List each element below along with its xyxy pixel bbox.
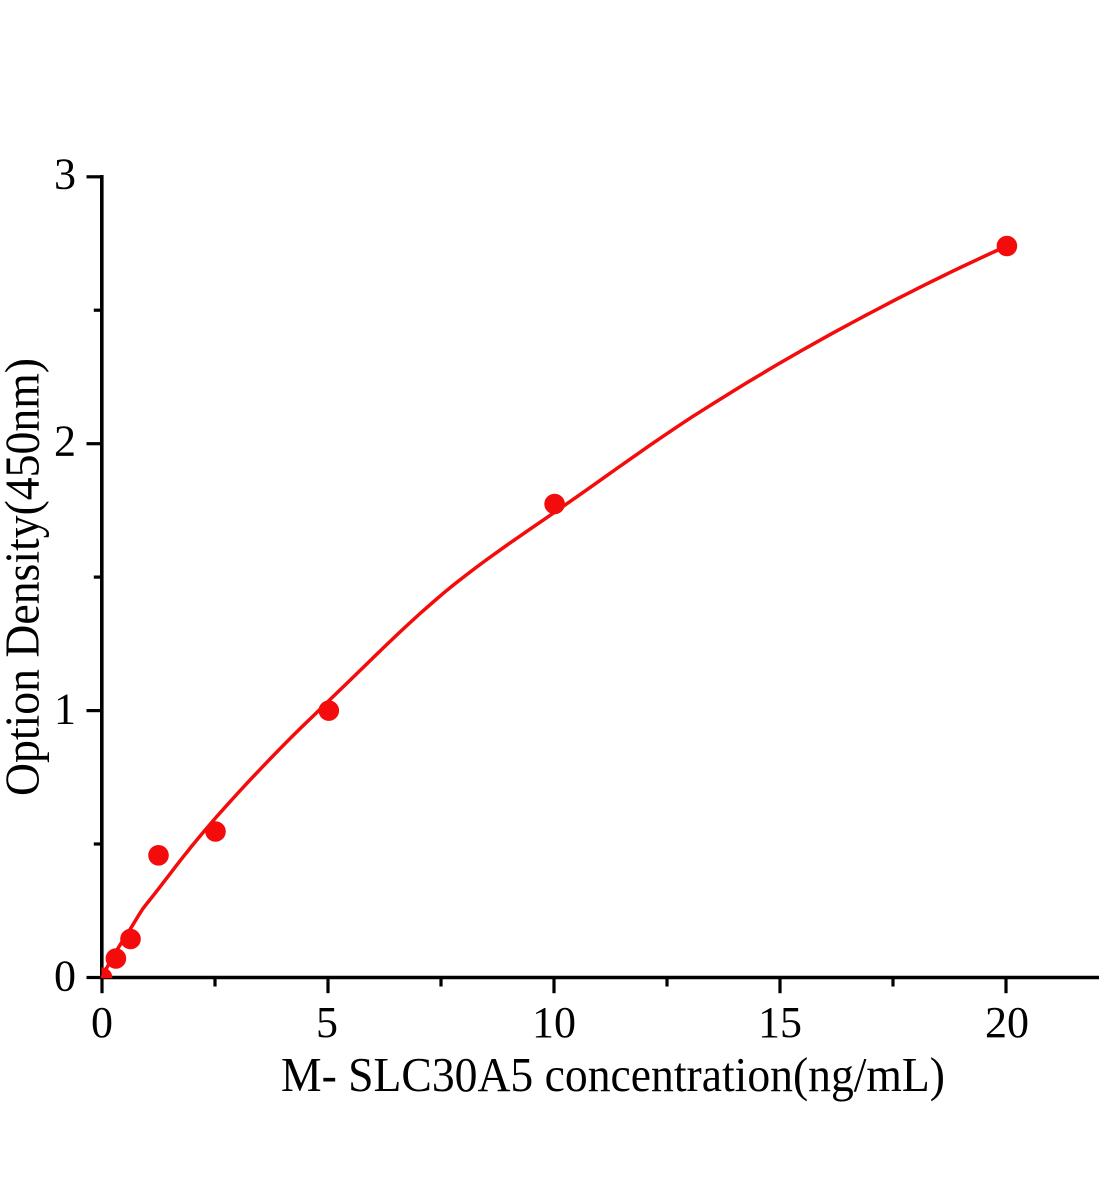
svg-text:3: 3 [54,150,76,199]
svg-text:15: 15 [758,998,802,1047]
svg-text:10: 10 [532,998,576,1047]
svg-text:2: 2 [54,416,76,465]
svg-text:Option Density(450nm): Option Density(450nm) [0,358,50,796]
svg-text:5: 5 [316,998,338,1047]
svg-text:20: 20 [985,998,1029,1047]
svg-text:M- SLC30A5 concentration(ng/mL: M- SLC30A5 concentration(ng/mL) [281,1047,945,1102]
svg-text:0: 0 [91,998,113,1047]
svg-text:1: 1 [54,685,76,734]
svg-text:0: 0 [54,952,76,1001]
